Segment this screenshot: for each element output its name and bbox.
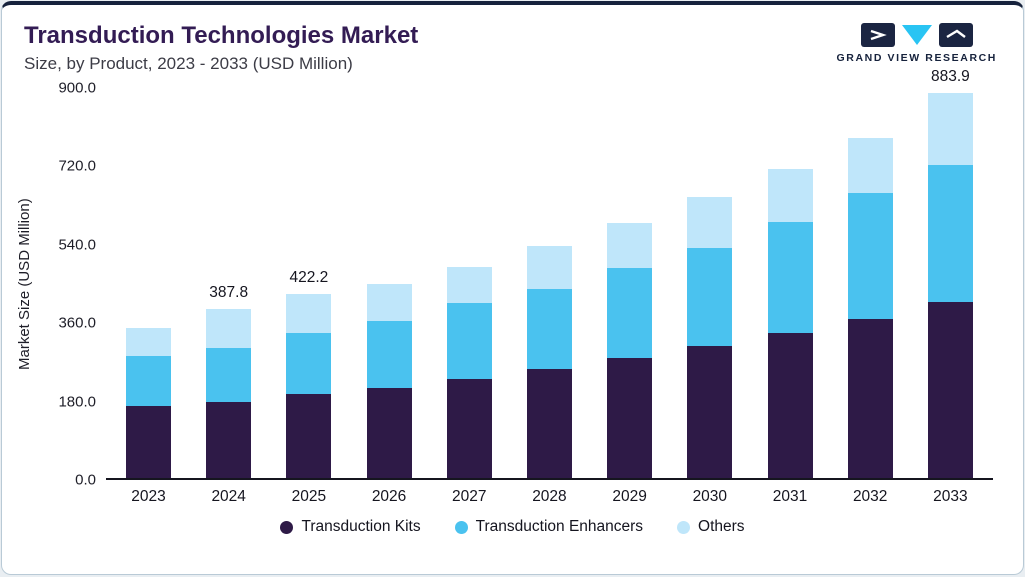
bar-segment-transduction-kits-2029 (607, 357, 653, 478)
title-block: Transduction Technologies Market Size, b… (24, 21, 418, 74)
bar-segment-transduction-enhancers-2027 (446, 302, 492, 379)
bar-2032 (847, 88, 893, 478)
logo-shapes (837, 23, 998, 47)
logo-square-left-icon (860, 23, 895, 47)
bar-2025: 422.2 (286, 88, 332, 478)
bar-segment-transduction-enhancers-2031 (767, 221, 813, 333)
x-tick-2030: 2030 (692, 488, 728, 505)
bar-segment-others-2032 (847, 138, 893, 194)
bar-2024: 387.8 (206, 88, 252, 478)
legend-dot-transduction-enhancers (454, 520, 468, 534)
bar-segment-transduction-enhancers-2033 (927, 165, 973, 302)
y-tick-0.0: 0.0 (75, 471, 96, 489)
plot-area: 387.8 422.2 883.9 (106, 68, 993, 480)
bar-total-label-2025: 422.2 (289, 269, 329, 287)
x-tick-2031: 2031 (772, 488, 808, 505)
legend: Transduction Kits Transduction Enhancers O… (2, 518, 1023, 536)
chart-area: Market Size (USD Million) 900.0 720.0 540.… (16, 68, 993, 506)
x-tick-2026: 2026 (371, 488, 407, 505)
bar-segment-others-2024 (206, 309, 252, 349)
y-tick-900.0: 900.0 (58, 79, 96, 97)
bar-segment-others-2031 (767, 168, 813, 222)
bar-2031 (767, 88, 813, 478)
bar-segment-transduction-kits-2028 (526, 369, 572, 478)
bar-segment-transduction-kits-2023 (126, 406, 171, 478)
y-tick-540.0: 540.0 (58, 236, 96, 254)
x-tick-2033: 2033 (933, 488, 968, 505)
bar-segment-others-2028 (526, 245, 572, 289)
legend-item-transduction-kits: Transduction Kits (280, 518, 421, 536)
bar-2028 (526, 88, 572, 478)
bar-segment-transduction-enhancers-2023 (126, 356, 171, 407)
legend-dot-others (677, 520, 691, 534)
logo-triangle-icon (901, 25, 932, 45)
plot-column: 387.8 422.2 883.9 2023 2024 2025 2026 2027 2028… (106, 68, 993, 506)
bar-segment-others-2030 (687, 197, 733, 249)
bar-segment-others-2027 (446, 266, 492, 303)
legend-label-transduction-enhancers: Transduction Enhancers (475, 518, 644, 535)
bar-segment-others-2023 (126, 328, 171, 357)
x-tick-2027: 2027 (452, 488, 487, 505)
bar-segment-others-2025 (286, 294, 332, 333)
x-tick-2028: 2028 (532, 488, 567, 505)
bar-segment-transduction-kits-2030 (687, 346, 733, 478)
bar-segment-transduction-kits-2026 (366, 387, 412, 478)
x-axis-ticks: 2023 2024 2025 2026 2027 2028 2029 2030 2031 2032… (106, 488, 993, 506)
bar-segment-others-2033 (927, 93, 973, 166)
bar-2027 (446, 88, 492, 478)
y-tick-720.0: 720.0 (58, 157, 96, 175)
y-axis-title: Market Size (USD Million) (16, 198, 33, 370)
chart-subtitle: Size, by Product, 2023 - 2033 (USD Milli… (24, 54, 353, 73)
y-axis-ticks: 900.0 720.0 540.0 360.0 180.0 0.0 (42, 80, 106, 489)
y-tick-180.0: 180.0 (58, 393, 96, 411)
bar-2029 (607, 88, 653, 478)
bar-segment-transduction-enhancers-2029 (607, 268, 653, 358)
x-tick-2024: 2024 (211, 488, 246, 505)
x-tick-2029: 2029 (612, 488, 647, 505)
x-tick-2023: 2023 (131, 488, 166, 505)
logo-square-right-icon (938, 23, 973, 47)
bar-segment-transduction-kits-2032 (847, 318, 893, 478)
bar-segment-others-2026 (366, 284, 412, 322)
bar-total-label-2024: 387.8 (209, 284, 249, 302)
bar-segment-others-2029 (607, 223, 653, 269)
grand-view-research-logo: GRAND VIEW RESEARCH (837, 21, 998, 64)
page-title: Transduction Technologies Market (24, 22, 419, 49)
bar-segment-transduction-kits-2025 (286, 394, 332, 478)
x-tick-2025: 2025 (291, 488, 327, 505)
bar-2026 (366, 88, 412, 478)
bar-segment-transduction-enhancers-2032 (847, 193, 893, 319)
x-tick-2032: 2032 (852, 488, 888, 505)
bar-segment-transduction-kits-2033 (927, 301, 973, 478)
bar-segment-transduction-enhancers-2026 (366, 321, 412, 388)
bar-2023 (126, 88, 171, 478)
legend-label-transduction-kits: Transduction Kits (301, 518, 421, 535)
bar-2030 (687, 88, 733, 478)
bar-segment-transduction-enhancers-2030 (687, 248, 733, 347)
logo-text: GRAND VIEW RESEARCH (836, 52, 997, 64)
header: Transduction Technologies Market Size, b… (2, 5, 1023, 74)
legend-item-others: Others (677, 518, 745, 536)
bar-segment-transduction-enhancers-2024 (206, 348, 252, 403)
bar-2033: 883.9 (927, 68, 973, 478)
bar-segment-transduction-kits-2031 (767, 332, 813, 478)
y-tick-360.0: 360.0 (58, 314, 96, 332)
bar-segment-transduction-kits-2024 (206, 402, 252, 478)
bar-segment-transduction-enhancers-2025 (286, 332, 332, 395)
bar-segment-transduction-enhancers-2028 (526, 288, 572, 370)
legend-label-others: Others (698, 518, 745, 535)
legend-item-transduction-enhancers: Transduction Enhancers (454, 518, 644, 536)
legend-dot-transduction-kits (280, 520, 294, 534)
bar-segment-transduction-kits-2027 (446, 378, 492, 478)
bar-total-label-2033: 883.9 (930, 68, 970, 86)
